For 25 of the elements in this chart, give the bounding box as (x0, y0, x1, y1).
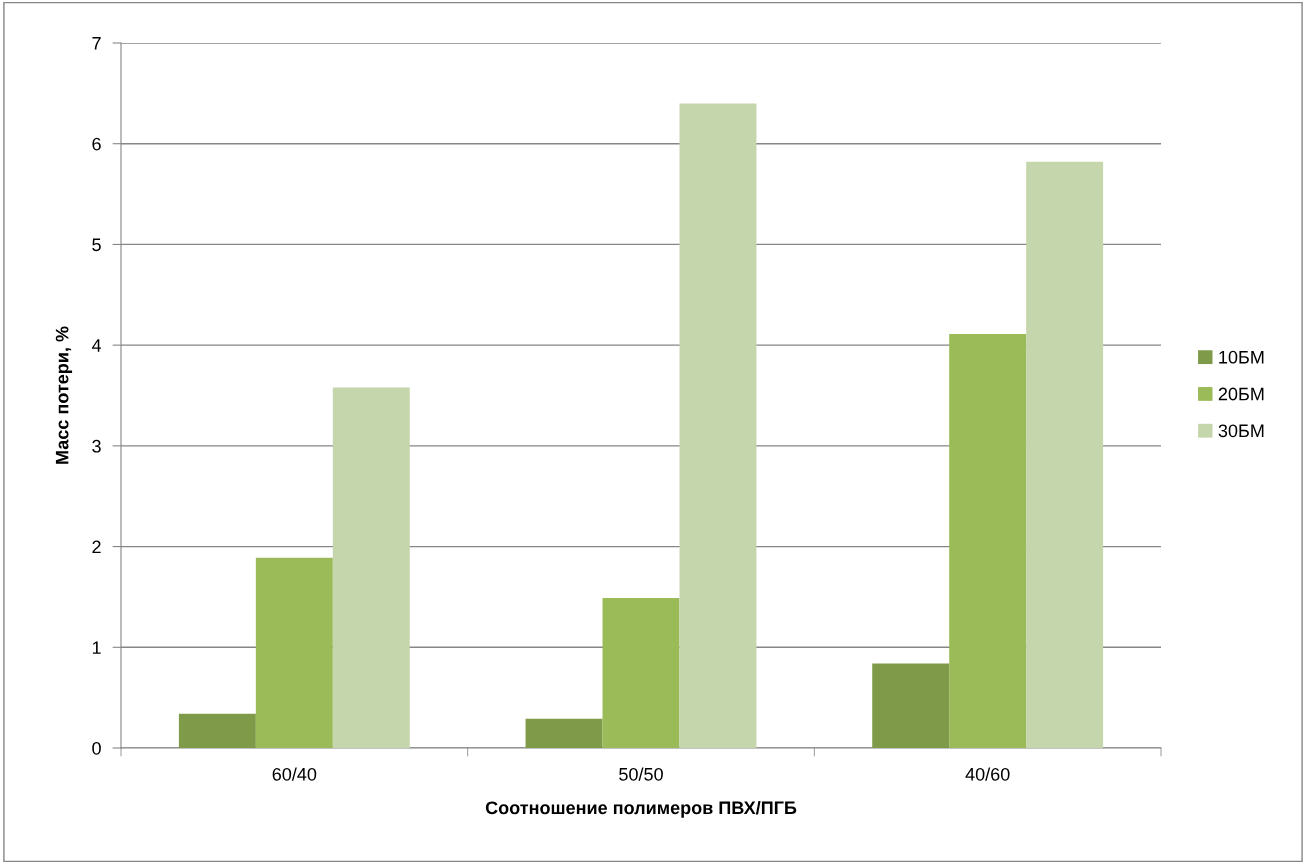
y-tick-label: 1 (92, 641, 101, 654)
bar (949, 334, 1027, 748)
x-tick-label: 40/60 (965, 767, 1010, 781)
y-tick-label: 2 (92, 540, 101, 554)
bar (178, 713, 256, 748)
legend-label: 30БМ (1218, 424, 1264, 438)
y-tick-label: 4 (91, 339, 102, 352)
legend-label: 20БМ (1218, 387, 1264, 401)
legend-label: 10БМ (1219, 350, 1264, 364)
bar (679, 103, 757, 748)
bar (255, 557, 333, 748)
x-tick-label: 60/40 (272, 767, 317, 781)
bar (1026, 161, 1104, 748)
y-tick-label: 6 (92, 137, 101, 151)
bar (872, 663, 950, 748)
bar (525, 718, 603, 748)
x-axis-title: Соотношение полимеров ПВХ/ПГБ (485, 800, 797, 818)
bar (602, 597, 680, 748)
bar (332, 387, 410, 748)
y-tick-label: 3 (92, 439, 101, 453)
y-tick-label: 0 (92, 741, 101, 755)
y-tick-label: 7 (92, 37, 101, 50)
x-tick-label: 50/50 (619, 767, 663, 781)
y-axis-title: Масс потери, % (55, 326, 73, 464)
y-tick-label: 5 (92, 238, 101, 252)
